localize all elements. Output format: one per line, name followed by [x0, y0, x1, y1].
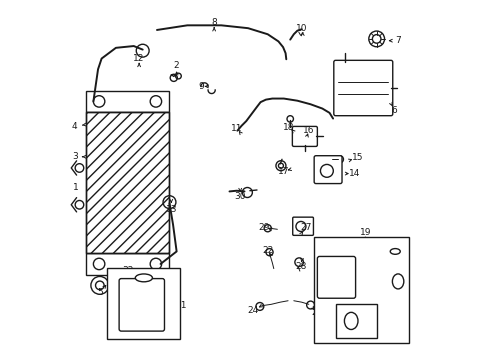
Text: 33: 33: [138, 331, 149, 340]
Text: 27: 27: [300, 222, 311, 231]
Text: 29: 29: [258, 222, 269, 231]
Bar: [313, 237, 408, 342]
Text: 8: 8: [211, 18, 217, 27]
Text: 18: 18: [283, 123, 294, 132]
Text: 1: 1: [73, 183, 79, 192]
FancyBboxPatch shape: [292, 126, 317, 147]
Text: 24: 24: [247, 306, 259, 315]
FancyBboxPatch shape: [317, 256, 355, 298]
Ellipse shape: [135, 274, 152, 282]
Text: 30: 30: [234, 192, 245, 201]
Text: 13: 13: [165, 205, 177, 214]
Text: 34: 34: [106, 293, 118, 302]
Text: 19: 19: [359, 228, 370, 237]
Text: 6: 6: [391, 106, 397, 115]
Text: 5: 5: [97, 288, 102, 297]
Ellipse shape: [344, 312, 357, 329]
Ellipse shape: [391, 274, 403, 289]
Text: 17: 17: [278, 167, 289, 176]
Text: 15: 15: [352, 153, 363, 162]
Text: 11: 11: [230, 124, 242, 133]
Bar: [85, 112, 169, 253]
Bar: [335, 304, 376, 338]
FancyBboxPatch shape: [333, 60, 392, 116]
FancyBboxPatch shape: [292, 217, 313, 235]
Text: 23: 23: [311, 309, 322, 318]
Text: 2: 2: [173, 61, 179, 70]
FancyBboxPatch shape: [313, 156, 341, 184]
Bar: [85, 253, 169, 275]
Text: 31: 31: [175, 301, 186, 310]
Text: 25: 25: [374, 291, 386, 300]
Text: 14: 14: [348, 169, 360, 178]
Text: 28: 28: [295, 262, 306, 271]
Text: 20: 20: [331, 240, 343, 249]
Text: 4: 4: [72, 122, 78, 131]
Text: 26: 26: [384, 262, 395, 271]
Text: 21: 21: [388, 240, 399, 249]
Bar: [107, 267, 180, 339]
Text: 7: 7: [394, 36, 400, 45]
Text: 32: 32: [122, 266, 134, 275]
Text: 22: 22: [262, 246, 273, 255]
Text: 9: 9: [198, 82, 203, 91]
FancyBboxPatch shape: [119, 279, 164, 331]
Bar: [85, 91, 169, 112]
Bar: [85, 112, 169, 253]
Text: 16: 16: [303, 126, 314, 135]
Text: 3: 3: [72, 152, 78, 161]
Text: 12: 12: [133, 54, 144, 63]
Ellipse shape: [389, 249, 400, 254]
Text: 10: 10: [295, 24, 307, 33]
